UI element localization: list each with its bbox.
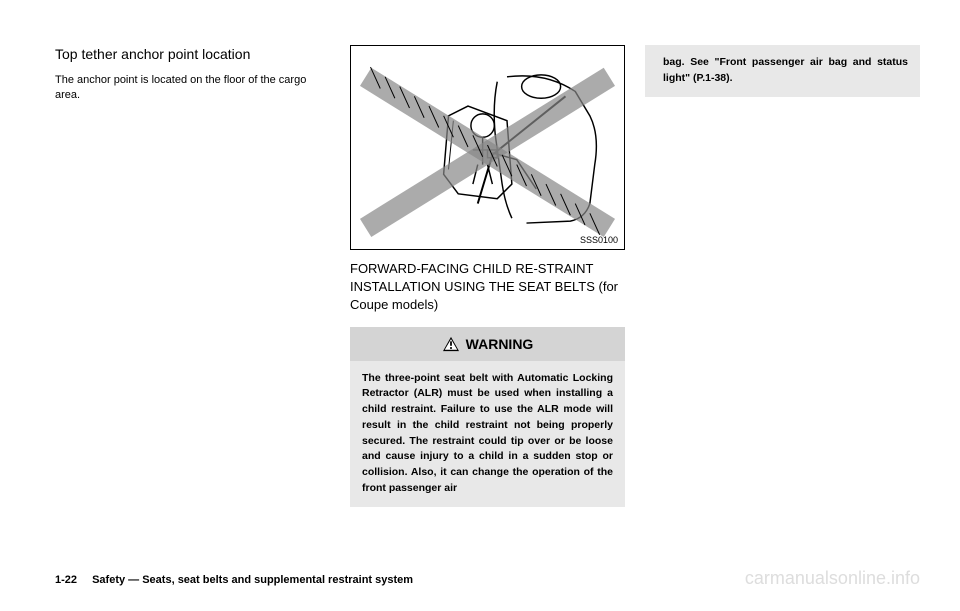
- page-number: 1-22: [55, 574, 77, 586]
- column-right: bag. See "Front passenger air bag and st…: [645, 45, 920, 560]
- figure-label: SSS0100: [580, 235, 618, 245]
- warning-body-text: The three-point seat belt with Automatic…: [350, 361, 625, 507]
- child-seat-illustration: [351, 46, 624, 249]
- page-content: Top tether anchor point location The anc…: [55, 45, 920, 560]
- page-footer: 1-22 Safety — Seats, seat belts and supp…: [55, 574, 413, 586]
- forward-facing-heading: FORWARD-FACING CHILD RE-STRAINT INSTALLA…: [350, 260, 625, 315]
- warning-triangle-icon: [442, 336, 460, 352]
- warning-title: WARNING: [466, 336, 534, 352]
- warning-header: WARNING: [350, 327, 625, 361]
- watermark: carmanualsonline.info: [745, 568, 920, 589]
- figure-child-seat: SSS0100: [350, 45, 625, 250]
- warning-continuation: bag. See "Front passenger air bag and st…: [645, 45, 920, 97]
- tether-heading: Top tether anchor point location: [55, 45, 330, 65]
- chapter-title: Safety — Seats, seat belts and supplemen…: [92, 574, 413, 586]
- column-left: Top tether anchor point location The anc…: [55, 45, 330, 560]
- column-center: SSS0100 FORWARD-FACING CHILD RE-STRAINT …: [350, 45, 625, 560]
- tether-body: The anchor point is located on the floor…: [55, 73, 330, 104]
